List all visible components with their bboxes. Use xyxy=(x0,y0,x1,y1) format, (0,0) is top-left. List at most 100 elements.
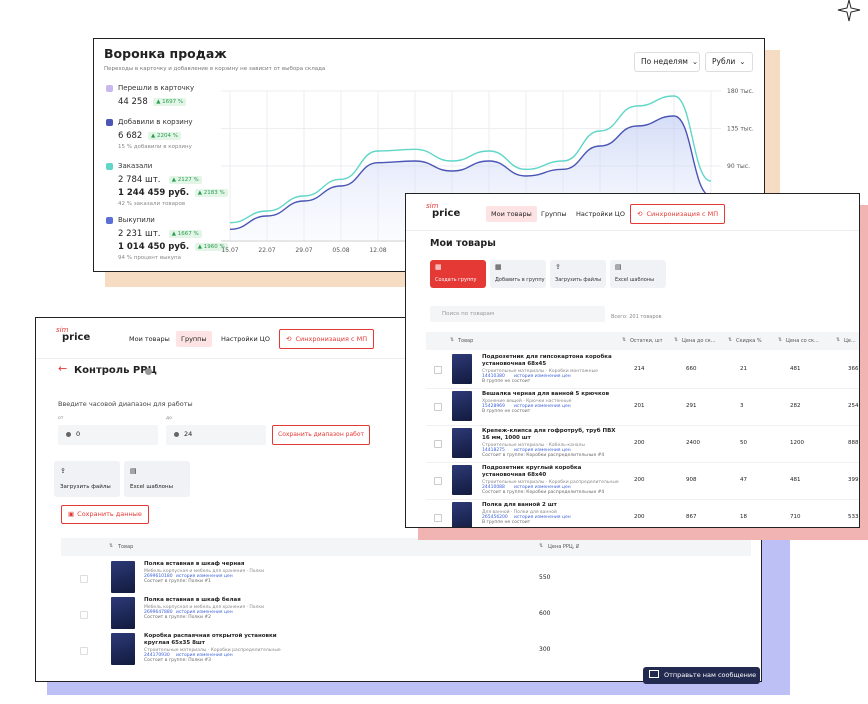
action-tile[interactable]: ▦ Создать группу xyxy=(430,260,486,288)
save-icon: ▣ xyxy=(68,510,75,518)
nav-item[interactable]: Настройки ЦО xyxy=(576,210,625,218)
product-status: В группе не состоит xyxy=(482,409,531,414)
row-checkbox[interactable] xyxy=(434,440,442,448)
row-divider xyxy=(426,425,859,426)
checkbox[interactable] xyxy=(106,85,113,92)
price-history-link[interactable]: история изменения цен xyxy=(176,574,233,579)
product-status: Состоит в группе: Полки #3 xyxy=(144,658,212,663)
search-placeholder: Поиск по товарам xyxy=(442,311,495,317)
nav-item[interactable]: Группы xyxy=(176,331,212,347)
cell: 200 xyxy=(634,514,645,520)
price-history-link[interactable]: история изменения цен xyxy=(514,485,571,490)
column-header: Цена РРЦ, ₽ xyxy=(548,544,580,550)
sort-icon: ⇅ xyxy=(836,337,841,343)
product-sku: 2699610180 xyxy=(144,574,173,579)
sync-button[interactable]: ⟲ Синхронизация с МП xyxy=(279,329,375,349)
range-input[interactable]: 24 xyxy=(166,425,266,445)
price-history-link[interactable]: история изменения цен xyxy=(514,448,571,453)
row-checkbox[interactable] xyxy=(80,647,88,655)
price-history-link[interactable]: история изменения цен xyxy=(176,610,233,615)
save-range-button[interactable]: Сохранить диапазон работ xyxy=(272,425,371,445)
range-dot xyxy=(174,432,179,437)
select-label: Рубли xyxy=(712,57,736,66)
cell: 533 xyxy=(848,514,859,520)
cell: 1200 xyxy=(790,440,804,446)
heading: Мои товары xyxy=(430,238,496,249)
range-value: 0 xyxy=(76,430,81,438)
action-tile[interactable]: ▤ Excel шаблоны xyxy=(124,461,190,497)
checkbox[interactable] xyxy=(106,217,113,224)
cell: 282 xyxy=(790,403,801,409)
column-header: Товар xyxy=(118,544,134,550)
product-name: Полка вставная в шкаф черная xyxy=(144,561,245,567)
back-arrow[interactable]: ← xyxy=(58,362,68,375)
price-history-link[interactable]: история изменения цен xyxy=(514,515,571,520)
product-image xyxy=(452,391,472,421)
sort-icon: ⇅ xyxy=(728,337,733,343)
row-checkbox[interactable] xyxy=(434,403,442,411)
logo-top: sim xyxy=(56,326,69,334)
products-window: sim price Мои товары Группы Настройки ЦО ⟲ Син… xyxy=(405,193,860,528)
cell: 47 xyxy=(740,477,747,483)
row-checkbox[interactable] xyxy=(434,366,442,374)
select[interactable]: Рубли ⌄ xyxy=(705,52,753,72)
select-caret: ⌄ xyxy=(691,57,699,66)
row-checkbox[interactable] xyxy=(434,477,442,485)
cell: 660 xyxy=(686,366,697,372)
price-history-link[interactable]: история изменения цен xyxy=(176,653,233,658)
row-divider xyxy=(426,462,859,463)
nav-item[interactable]: Мои товары xyxy=(129,335,170,343)
nav-item[interactable]: Настройки ЦО xyxy=(221,335,270,343)
sort-icon: ⇅ xyxy=(450,337,455,343)
range-input[interactable]: 0 xyxy=(58,425,158,445)
product-image xyxy=(452,502,472,527)
sort-icon: ⇅ xyxy=(622,337,627,343)
metric-value: 1 014 450 руб. xyxy=(118,242,190,252)
metric-label: Выкупили xyxy=(118,216,155,224)
product-sku: 244170930 xyxy=(144,653,170,658)
metric-label: Добавили в корзину xyxy=(118,118,193,126)
nav-item[interactable]: Группы xyxy=(541,210,567,218)
product-sku: 2699647880 xyxy=(144,610,173,615)
badge: 1697 % xyxy=(153,98,187,106)
logo-bottom: price xyxy=(432,208,461,219)
checkbox[interactable] xyxy=(106,163,113,170)
metric-value: 2 784 шт. xyxy=(118,175,161,185)
y-tick-label: 90 тыс. xyxy=(727,163,750,170)
rrc-price: 550 xyxy=(539,574,551,581)
action-tile[interactable]: ⇪ Загрузить файлы xyxy=(550,260,606,288)
rrc-price: 300 xyxy=(539,646,551,653)
total: Всего: 201 товаров xyxy=(611,314,662,320)
header-divider xyxy=(36,358,761,359)
cell: 710 xyxy=(790,514,801,520)
product-sku: 14410380 xyxy=(482,374,505,379)
action-tile[interactable]: ▤ Excel шаблоны xyxy=(610,260,666,288)
action-icon: ⇪ xyxy=(60,467,66,475)
action-icon: ▤ xyxy=(615,263,622,271)
nav-item[interactable]: Мои товары xyxy=(486,206,537,222)
line xyxy=(229,95,712,224)
row-checkbox[interactable] xyxy=(80,575,88,583)
sparkle xyxy=(837,0,861,22)
sync-button[interactable]: ⟲ Синхронизация с МП xyxy=(630,204,726,224)
price-history-link[interactable]: история изменения цен xyxy=(514,404,571,409)
chat-button[interactable]: Отправьте нам сообщение xyxy=(643,667,760,684)
action-tile[interactable]: ▦ Добавить в группу xyxy=(490,260,546,288)
action-tile[interactable]: ⇪ Загрузить файлы xyxy=(54,461,120,497)
row-checkbox[interactable] xyxy=(80,611,88,619)
save-button[interactable]: ▣ Сохранить данные xyxy=(61,505,149,524)
price-history-link[interactable]: история изменения цен xyxy=(514,374,571,379)
checkbox[interactable] xyxy=(106,119,113,126)
row-divider xyxy=(426,388,859,389)
product-category: Для ванной · Полки для ванной xyxy=(482,510,557,515)
action-icon: ▤ xyxy=(130,467,137,475)
action-icon: ⇪ xyxy=(555,263,561,271)
search[interactable]: Поиск по товарам xyxy=(430,306,605,322)
metric-note: 94 % процент выкупа xyxy=(118,255,181,261)
column-header: Остатки, шт xyxy=(630,338,663,344)
select[interactable]: По неделям ⌄ xyxy=(634,52,700,72)
row-checkbox[interactable] xyxy=(434,514,442,522)
range-value: 24 xyxy=(184,430,193,438)
product-name: Полка для ванной 2 шт xyxy=(482,502,557,508)
metric-value: 2 231 шт. xyxy=(118,229,161,239)
